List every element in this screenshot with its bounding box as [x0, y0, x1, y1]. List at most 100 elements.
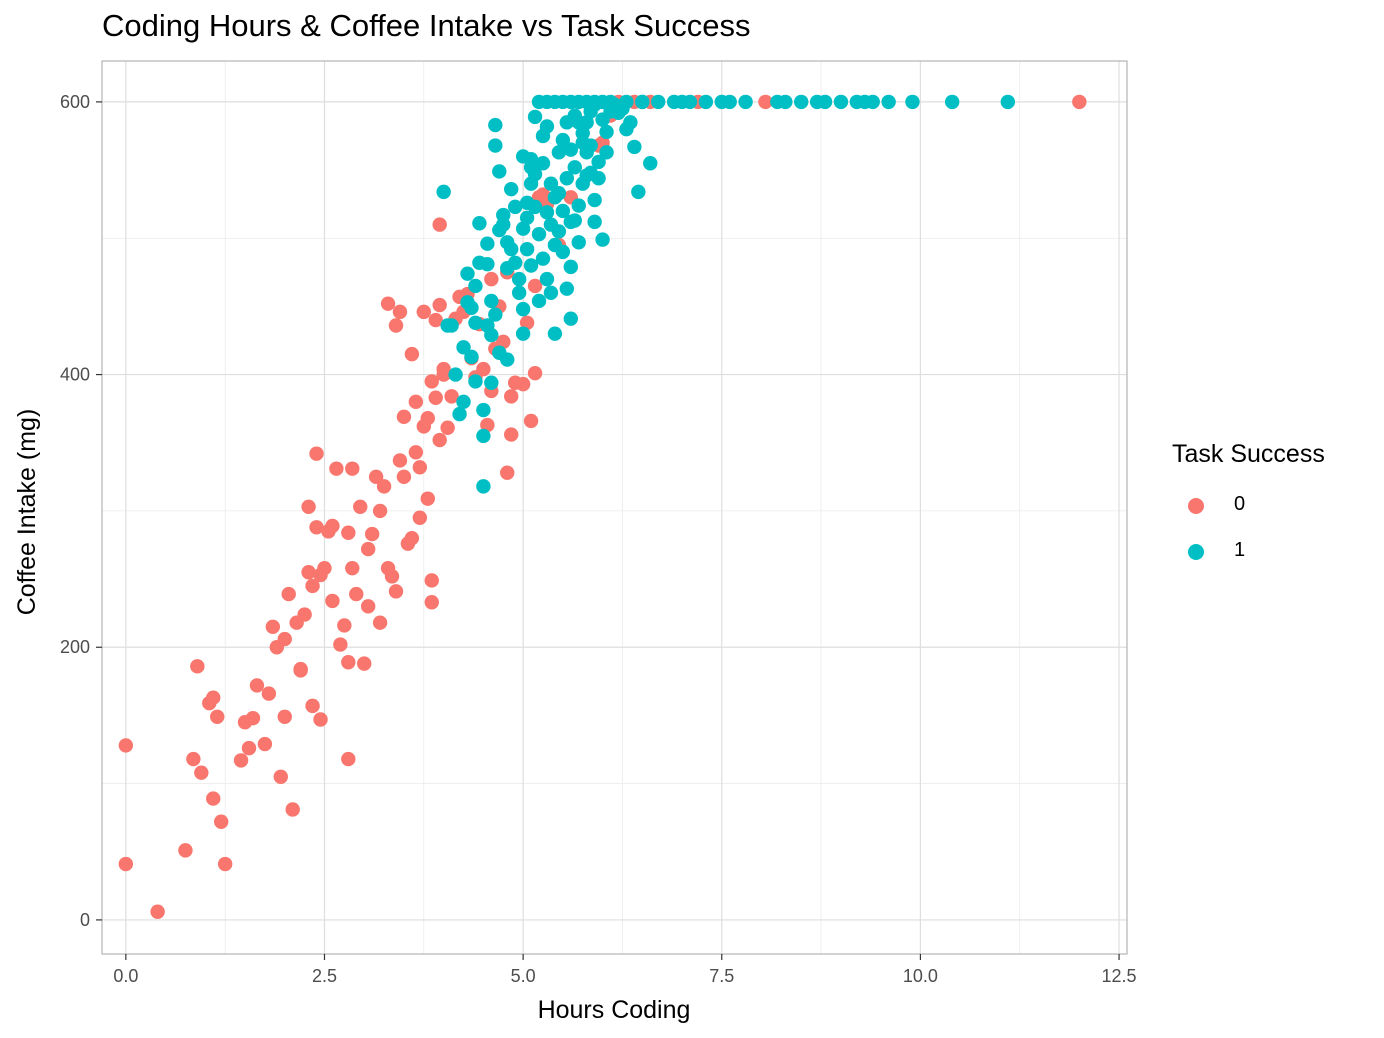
data-point-series-0	[213, 814, 229, 829]
data-point-series-1	[643, 156, 658, 171]
data-point-series-0	[380, 296, 396, 311]
data-point-series-0	[428, 312, 443, 328]
data-point-series-0	[333, 637, 348, 652]
y-axis-label: Coffee Intake (mg)	[13, 409, 41, 616]
data-point-series-0	[444, 389, 459, 404]
data-point-series-1	[480, 256, 495, 272]
data-point-series-0	[480, 417, 495, 433]
data-point-series-0	[245, 710, 261, 726]
data-point-series-1	[488, 138, 503, 153]
data-point-series-1	[591, 171, 606, 186]
data-point-series-1	[583, 138, 598, 153]
data-point-series-0	[404, 346, 420, 362]
data-point-series-0	[420, 491, 435, 506]
data-point-series-0	[408, 445, 424, 460]
y-tick-label: 0	[80, 910, 90, 930]
legend-items: 0 1	[1172, 483, 1325, 575]
y-tick-label: 200	[60, 637, 90, 657]
data-point-series-0	[424, 573, 439, 588]
data-point-series-0	[249, 678, 265, 693]
data-point-series-1	[492, 345, 507, 360]
data-point-series-0	[388, 584, 404, 599]
data-point-series-0	[392, 304, 408, 320]
data-point-series-0	[301, 565, 316, 580]
data-point-series-0	[293, 661, 308, 677]
data-point-series-0	[241, 740, 257, 756]
data-point-series-0	[325, 518, 340, 534]
data-point-series-1	[563, 214, 578, 230]
data-point-series-1	[511, 271, 527, 287]
data-point-series-1	[436, 184, 451, 200]
data-point-series-0	[357, 656, 372, 671]
data-point-series-0	[1072, 94, 1087, 110]
data-point-series-0	[305, 698, 320, 714]
data-point-series-1	[460, 266, 475, 281]
data-point-series-1	[515, 149, 531, 164]
data-point-series-1	[563, 311, 578, 326]
data-point-series-0	[325, 593, 340, 609]
data-point-series-0	[309, 520, 324, 535]
data-point-series-0	[345, 461, 360, 476]
data-point-series-1	[555, 203, 571, 219]
data-point-series-1	[547, 237, 563, 253]
data-point-series-0	[388, 318, 404, 333]
data-point-series-1	[488, 307, 503, 322]
data-point-series-1	[535, 156, 551, 171]
data-point-series-1	[599, 124, 614, 140]
data-point-series-1	[698, 94, 714, 110]
data-point-series-0	[519, 315, 535, 330]
data-point-series-1	[615, 101, 630, 116]
data-point-series-0	[496, 334, 511, 350]
data-point-series-0	[368, 469, 384, 485]
data-point-series-1	[519, 210, 535, 225]
data-point-series-1	[527, 109, 543, 125]
data-point-series-0	[277, 709, 292, 724]
data-point-series-1	[515, 326, 531, 341]
data-point-series-0	[428, 390, 443, 405]
data-point-series-0	[305, 578, 320, 594]
data-point-series-1	[468, 374, 483, 389]
data-point-series-1	[527, 199, 543, 215]
data-point-series-1	[456, 340, 471, 355]
data-point-series-0	[440, 420, 455, 435]
data-point-series-1	[833, 94, 849, 110]
data-point-series-0	[372, 503, 388, 519]
data-point-series-1	[492, 164, 507, 179]
data-point-series-0	[504, 427, 519, 442]
data-point-series-0	[432, 217, 447, 232]
data-point-series-1	[905, 94, 920, 110]
data-point-series-0	[392, 453, 408, 468]
data-point-series-0	[364, 526, 380, 542]
data-point-series-1	[464, 300, 479, 315]
data-point-series-0	[309, 446, 324, 461]
data-point-series-1	[456, 394, 471, 410]
data-point-series-1	[559, 281, 575, 296]
data-point-series-0	[301, 499, 316, 515]
data-point-series-1	[504, 181, 519, 197]
data-point-series-1	[452, 406, 467, 422]
data-point-series-0	[118, 738, 134, 753]
data-point-series-0	[424, 374, 439, 389]
data-point-series-1	[539, 119, 555, 134]
y-tick-label: 600	[60, 92, 90, 112]
data-point-series-1	[464, 349, 479, 365]
data-point-series-0	[261, 686, 277, 701]
data-point-series-1	[587, 192, 602, 208]
data-point-series-0	[360, 599, 376, 614]
legend-item-1: 1	[1172, 529, 1325, 575]
data-point-series-0	[432, 297, 447, 313]
data-point-series-1	[531, 226, 547, 242]
x-tick-label: 10.0	[903, 966, 938, 986]
data-point-series-1	[817, 94, 833, 110]
data-point-series-1	[468, 278, 483, 294]
data-point-series-0	[758, 94, 773, 110]
data-point-series-1	[551, 145, 567, 160]
plot-panel-border	[101, 60, 1128, 955]
data-point-series-0	[476, 361, 491, 377]
data-point-series-1	[944, 94, 960, 110]
data-point-series-0	[416, 304, 432, 320]
data-point-series-1	[472, 216, 487, 231]
data-point-series-0	[317, 560, 332, 576]
data-point-series-1	[484, 293, 499, 309]
data-point-series-0	[217, 856, 233, 872]
